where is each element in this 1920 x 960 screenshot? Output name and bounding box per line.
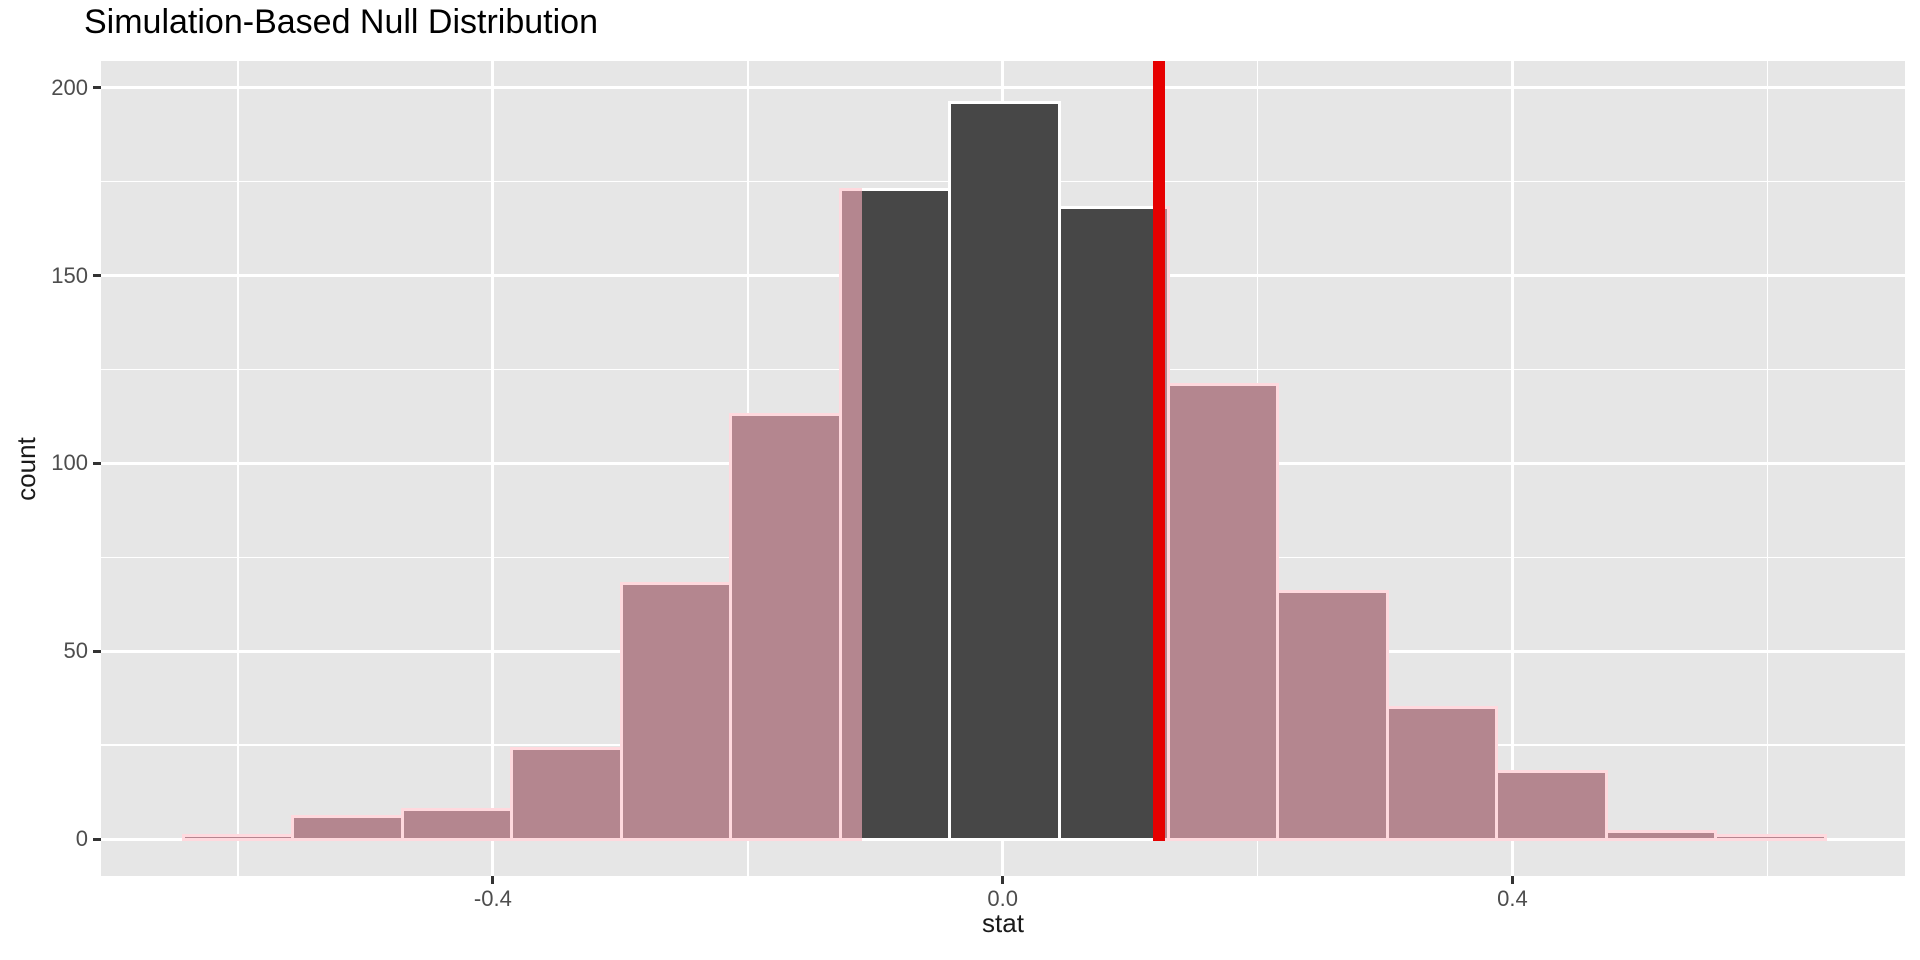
y-tick-label: 50 [63,638,88,664]
gridline-minor-x [1766,61,1769,876]
histogram-bar-shaded-segment [1604,830,1718,841]
plot-panel [101,61,1905,876]
x-tick-label: -0.4 [473,886,512,911]
histogram-bar-shaded-segment [619,582,733,841]
histogram-bar-null-segment [948,101,1061,841]
x-tick-label: 0.0 [987,886,1018,911]
gridline-minor-x [237,61,239,876]
histogram-bar-shaded-segment [181,833,295,841]
x-axis-label: stat [982,908,1024,938]
y-tick-mark [93,274,101,278]
histogram-bar-shaded-segment [1385,706,1499,841]
y-tick-mark [93,837,101,841]
histogram-bar-shaded-segment [1714,833,1827,841]
histogram-bar-shaded-segment [1495,770,1608,841]
histogram-bar-shaded-segment [400,807,514,841]
histogram-bar-shaded-segment [291,815,404,841]
x-tick-label: 0.4 [1497,886,1528,911]
y-tick-mark [93,86,101,90]
y-tick-mark [93,461,101,465]
y-tick-label: 100 [51,450,88,476]
histogram-bar-shaded-segment [1276,589,1389,841]
gridline-major-x [1510,61,1514,876]
y-axis-label: count [11,437,41,501]
histogram-bar-shaded-segment [510,747,623,841]
y-tick-label: 200 [51,74,88,100]
histogram-bar-shaded-segment [838,187,862,841]
y-tick-label: 0 [75,826,88,852]
histogram-bar-null-segment [861,187,952,841]
histogram-bar-null-segment [1057,206,1160,841]
y-tick-label: 150 [51,262,88,288]
x-tick-mark [1510,876,1514,884]
x-tick-mark [1001,876,1005,884]
y-tick-mark [93,649,101,653]
plot-title: Simulation-Based Null Distribution [84,3,599,41]
x-tick-mark [491,876,495,884]
gridline-major-x [491,61,495,876]
observed-stat-line [1153,61,1166,841]
histogram-bar-shaded-segment [1166,383,1280,841]
histogram-bar-shaded-segment [729,413,842,841]
